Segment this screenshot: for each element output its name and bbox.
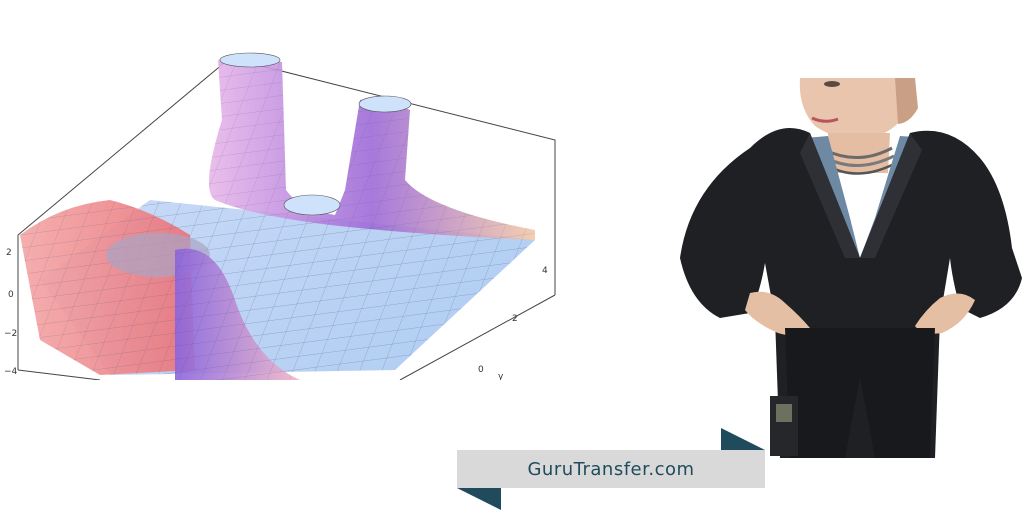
site-banner: GuruTransfer.com xyxy=(455,428,767,512)
y-tick-label: 0 xyxy=(478,365,484,375)
y-tick-label: 2 xyxy=(512,314,518,324)
z-tick-label: 0 xyxy=(8,290,14,300)
z-tick-label: −4 xyxy=(4,367,18,377)
banner-fold-bottom xyxy=(457,488,501,510)
surface-plot: 2 0 −2 −4 4 2 0 y xyxy=(0,40,570,380)
y-axis-label: y xyxy=(498,372,504,380)
z-tick-label: −2 xyxy=(4,329,17,339)
y-tick-label: 4 xyxy=(542,266,548,276)
z-tick-label: 2 xyxy=(6,248,12,258)
banner-text: GuruTransfer.com xyxy=(457,450,765,488)
banner-fold-top xyxy=(721,428,765,450)
businesswoman-photo xyxy=(660,78,1024,458)
